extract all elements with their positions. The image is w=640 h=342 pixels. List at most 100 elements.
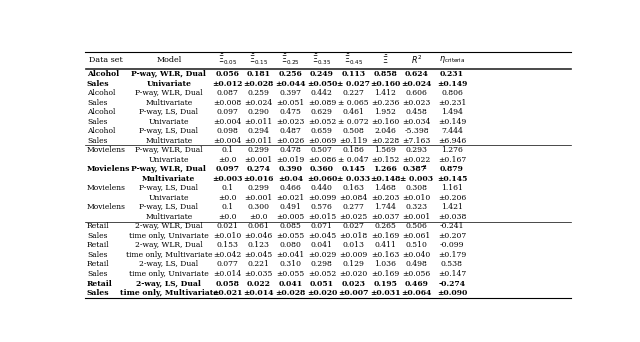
Text: 0.387: 0.387 (403, 165, 427, 173)
Text: ±6.946: ±6.946 (438, 137, 466, 145)
Text: 0.1: 0.1 (221, 203, 233, 211)
Text: ± 0.027: ± 0.027 (337, 79, 370, 88)
Text: ±0.001: ±0.001 (403, 213, 431, 221)
Text: ±0.052: ±0.052 (308, 118, 336, 126)
Text: 0.1: 0.1 (221, 146, 233, 154)
Text: ±0.119: ±0.119 (339, 137, 367, 145)
Text: ±0.011: ±0.011 (244, 118, 273, 126)
Text: ±0.005: ±0.005 (276, 213, 305, 221)
Text: 0.145: 0.145 (342, 165, 365, 173)
Text: ±0.084: ±0.084 (339, 194, 367, 202)
Text: ±0.0: ±0.0 (218, 194, 236, 202)
Text: 0.097: 0.097 (215, 165, 239, 173)
Text: -0.241: -0.241 (440, 222, 464, 231)
Text: ±0.011: ±0.011 (244, 137, 273, 145)
Text: ±0.028: ±0.028 (275, 289, 305, 297)
Text: ±0.145: ±0.145 (436, 175, 467, 183)
Text: ±0.045: ±0.045 (308, 232, 336, 240)
Text: $\bar{\Xi}_{0.05}$: $\bar{\Xi}_{0.05}$ (218, 53, 237, 67)
Text: ±0.0: ±0.0 (250, 213, 268, 221)
Text: ±0.050: ±0.050 (307, 79, 337, 88)
Text: 0.1: 0.1 (221, 184, 233, 192)
Text: 0.129: 0.129 (342, 261, 364, 268)
Text: 0.440: 0.440 (311, 184, 333, 192)
Text: ±0.012: ±0.012 (212, 79, 243, 88)
Text: 0.265: 0.265 (374, 222, 396, 231)
Text: ±0.024: ±0.024 (401, 79, 432, 88)
Text: 2.046: 2.046 (374, 127, 396, 135)
Text: 1.036: 1.036 (374, 261, 396, 268)
Text: P-way, WLR, Dual: P-way, WLR, Dual (131, 70, 206, 78)
Text: 0.181: 0.181 (247, 70, 271, 78)
Text: ±0.023: ±0.023 (276, 118, 305, 126)
Text: ±0.055: ±0.055 (276, 270, 305, 278)
Text: 1.569: 1.569 (374, 146, 396, 154)
Text: $\bar{\Xi}_{0.15}$: $\bar{\Xi}_{0.15}$ (249, 53, 268, 67)
Text: ±0.167: ±0.167 (438, 156, 466, 164)
Text: $\bar{\Xi}_{0.25}$: $\bar{\Xi}_{0.25}$ (281, 53, 300, 67)
Text: 0.041: 0.041 (278, 279, 302, 288)
Text: Sales: Sales (87, 98, 108, 107)
Text: ±7.163: ±7.163 (403, 137, 431, 145)
Text: Univariate: Univariate (148, 118, 189, 126)
Text: 2-way, LS, Dual: 2-way, LS, Dual (136, 279, 201, 288)
Text: ±0.064: ±0.064 (401, 289, 432, 297)
Text: 0.879: 0.879 (440, 165, 464, 173)
Text: ±0.001: ±0.001 (244, 194, 273, 202)
Text: ±0.163: ±0.163 (371, 251, 399, 259)
Text: 1.161: 1.161 (441, 184, 463, 192)
Text: 0.606: 0.606 (406, 89, 428, 97)
Text: ± 0.072: ± 0.072 (338, 118, 369, 126)
Text: ±0.019: ±0.019 (276, 156, 305, 164)
Text: time only, Multivariate: time only, Multivariate (120, 289, 218, 297)
Text: 0.077: 0.077 (216, 261, 238, 268)
Text: ±0.052: ±0.052 (308, 270, 336, 278)
Text: ±0.046: ±0.046 (244, 232, 273, 240)
Text: 1.276: 1.276 (441, 146, 463, 154)
Text: 0.023: 0.023 (342, 279, 365, 288)
Text: ±0.020: ±0.020 (339, 270, 367, 278)
Text: 0.087: 0.087 (216, 89, 238, 97)
Text: Movielens: Movielens (87, 165, 131, 173)
Text: Sales: Sales (87, 79, 109, 88)
Text: 0.022: 0.022 (247, 279, 271, 288)
Text: 0.469: 0.469 (404, 279, 429, 288)
Text: 0.300: 0.300 (248, 203, 269, 211)
Text: Univariate: Univariate (148, 194, 189, 202)
Text: 0.056: 0.056 (215, 70, 239, 78)
Text: 1.266: 1.266 (373, 165, 397, 173)
Text: ±0.010: ±0.010 (403, 194, 431, 202)
Text: 1.468: 1.468 (374, 184, 396, 192)
Text: 0.310: 0.310 (279, 261, 301, 268)
Text: 1.744: 1.744 (374, 203, 396, 211)
Text: ±0.04: ±0.04 (278, 175, 303, 183)
Text: ±0.089: ±0.089 (308, 98, 336, 107)
Text: Alcohol: Alcohol (87, 108, 115, 116)
Text: ±0.056: ±0.056 (403, 270, 431, 278)
Text: 0.458: 0.458 (406, 108, 428, 116)
Text: 0.027: 0.027 (342, 222, 364, 231)
Text: ±0.169: ±0.169 (371, 232, 399, 240)
Text: Retail: Retail (87, 261, 109, 268)
Text: 0.659: 0.659 (311, 127, 333, 135)
Text: ±0.021: ±0.021 (276, 194, 305, 202)
Text: 0.256: 0.256 (278, 70, 302, 78)
Text: ±0.051: ±0.051 (276, 98, 305, 107)
Text: 0.163: 0.163 (342, 184, 365, 192)
Text: Multivariate: Multivariate (145, 137, 193, 145)
Text: ± 0.003: ± 0.003 (400, 175, 433, 183)
Text: ±0.007: ±0.007 (339, 289, 369, 297)
Text: 0.498: 0.498 (406, 261, 428, 268)
Text: 0.466: 0.466 (280, 184, 301, 192)
Text: 2-way, WLR, Dual: 2-way, WLR, Dual (135, 241, 203, 249)
Text: 0.461: 0.461 (342, 108, 364, 116)
Text: ±0.045: ±0.045 (244, 251, 273, 259)
Text: Alcohol: Alcohol (87, 70, 119, 78)
Text: ±0.004: ±0.004 (213, 137, 241, 145)
Text: ±0.147: ±0.147 (438, 270, 466, 278)
Text: ±0.026: ±0.026 (276, 137, 305, 145)
Text: $R^2$: $R^2$ (411, 54, 422, 66)
Text: ±0.014: ±0.014 (213, 270, 241, 278)
Text: 0.576: 0.576 (311, 203, 333, 211)
Text: 0.080: 0.080 (280, 241, 301, 249)
